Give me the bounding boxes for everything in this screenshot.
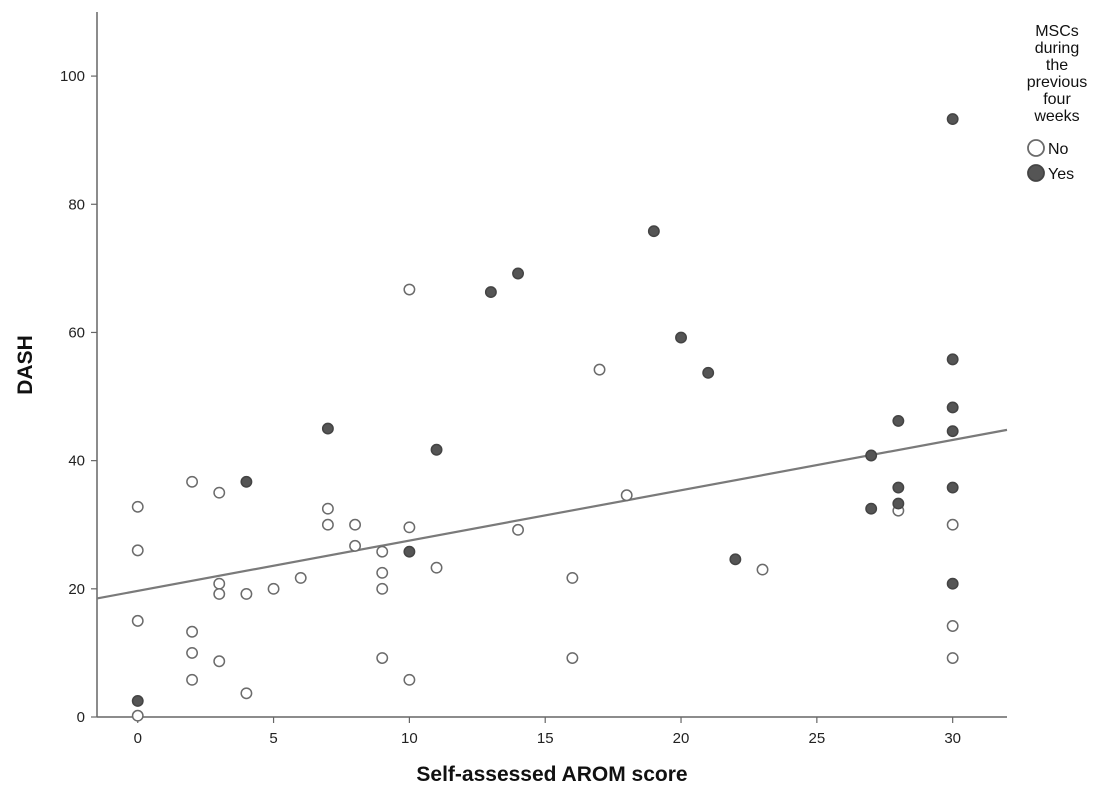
data-point-no xyxy=(131,500,144,513)
data-point-no xyxy=(240,687,253,700)
data-point-yes xyxy=(865,502,878,515)
data-point-no xyxy=(131,544,144,557)
data-point-no xyxy=(593,363,606,376)
data-point-yes xyxy=(321,422,334,435)
legend-label-yes: Yes xyxy=(1048,166,1074,183)
data-point-no xyxy=(756,563,769,576)
legend-title-line: previous xyxy=(1027,74,1087,91)
legend-title-line: MSCs xyxy=(1035,23,1079,40)
points-layer xyxy=(131,113,959,722)
data-point-no xyxy=(376,545,389,558)
data-point-no xyxy=(376,582,389,595)
legend-marker-yes xyxy=(1027,164,1045,182)
data-point-no xyxy=(349,539,362,552)
data-point-yes xyxy=(240,475,253,488)
data-point-no xyxy=(946,652,959,664)
data-point-no xyxy=(213,486,226,499)
x-axis: 0 5 10 15 20 25 30 xyxy=(97,716,1007,747)
data-point-yes xyxy=(865,449,878,462)
legend-title-line: weeks xyxy=(1033,108,1079,125)
data-point-no xyxy=(946,620,959,632)
data-point-yes xyxy=(647,225,660,238)
data-point-no xyxy=(512,523,524,536)
x-tick-label: 20 xyxy=(673,730,690,747)
data-point-yes xyxy=(946,481,959,494)
data-point-yes xyxy=(729,553,742,566)
data-point-yes xyxy=(403,545,416,558)
x-tick-label: 5 xyxy=(269,730,277,747)
legend-label-no: No xyxy=(1048,141,1069,158)
y-tick-label: 40 xyxy=(68,453,85,470)
data-point-no xyxy=(403,283,416,296)
y-tick-label: 60 xyxy=(68,324,85,341)
data-point-no xyxy=(403,673,416,686)
data-point-no xyxy=(321,518,334,531)
data-point-yes xyxy=(892,481,905,494)
data-point-no xyxy=(946,518,959,531)
data-point-no xyxy=(186,475,199,488)
x-tick-label: 0 xyxy=(134,730,142,747)
data-point-no xyxy=(376,566,389,579)
y-tick-label: 80 xyxy=(68,196,85,213)
x-tick-label: 25 xyxy=(809,730,826,747)
data-point-no xyxy=(566,571,579,584)
data-point-yes xyxy=(430,443,443,456)
data-point-no xyxy=(213,587,226,600)
data-point-yes xyxy=(946,577,959,590)
x-axis-title: Self-assessed AROM score xyxy=(416,763,687,786)
data-point-yes xyxy=(702,366,715,379)
data-point-no xyxy=(349,518,362,531)
data-point-no xyxy=(267,582,280,595)
data-point-no xyxy=(321,502,334,515)
legend-title-line: during xyxy=(1035,40,1079,57)
data-point-yes xyxy=(675,331,687,344)
data-point-no xyxy=(213,577,226,590)
x-tick-label: 10 xyxy=(401,730,418,747)
data-point-no xyxy=(186,673,199,686)
data-point-no xyxy=(430,561,443,574)
data-point-yes xyxy=(946,425,959,438)
data-point-yes xyxy=(131,695,144,707)
data-point-yes xyxy=(892,414,905,427)
y-tick-label: 20 xyxy=(68,581,85,598)
data-point-yes xyxy=(512,267,524,280)
data-point-no xyxy=(620,489,633,502)
legend-title-line: four xyxy=(1043,91,1071,108)
data-point-no xyxy=(294,571,307,584)
data-point-no xyxy=(403,521,416,534)
y-axis-title: DASH xyxy=(14,335,37,395)
x-tick-label: 30 xyxy=(944,730,961,747)
data-point-yes xyxy=(946,113,959,125)
data-point-yes xyxy=(892,497,905,510)
data-point-no xyxy=(131,614,144,627)
data-point-no xyxy=(186,646,199,659)
data-point-yes xyxy=(946,353,959,366)
legend-title-line: the xyxy=(1046,57,1068,74)
fit-line xyxy=(96,428,1008,600)
data-point-no xyxy=(213,655,226,668)
data-point-no xyxy=(131,709,144,722)
data-point-no xyxy=(566,652,579,664)
x-tick-label: 15 xyxy=(537,730,554,747)
y-tick-label: 100 xyxy=(60,68,85,85)
data-point-no xyxy=(376,652,389,664)
data-point-no xyxy=(186,625,199,638)
y-axis: 0 20 40 60 80 100 xyxy=(60,12,98,726)
data-point-yes xyxy=(946,401,959,414)
data-point-yes xyxy=(484,286,497,299)
data-point-no xyxy=(240,587,253,600)
y-tick-label: 0 xyxy=(77,709,85,726)
legend-marker-no xyxy=(1027,139,1045,157)
fit-line-layer xyxy=(96,428,1008,600)
